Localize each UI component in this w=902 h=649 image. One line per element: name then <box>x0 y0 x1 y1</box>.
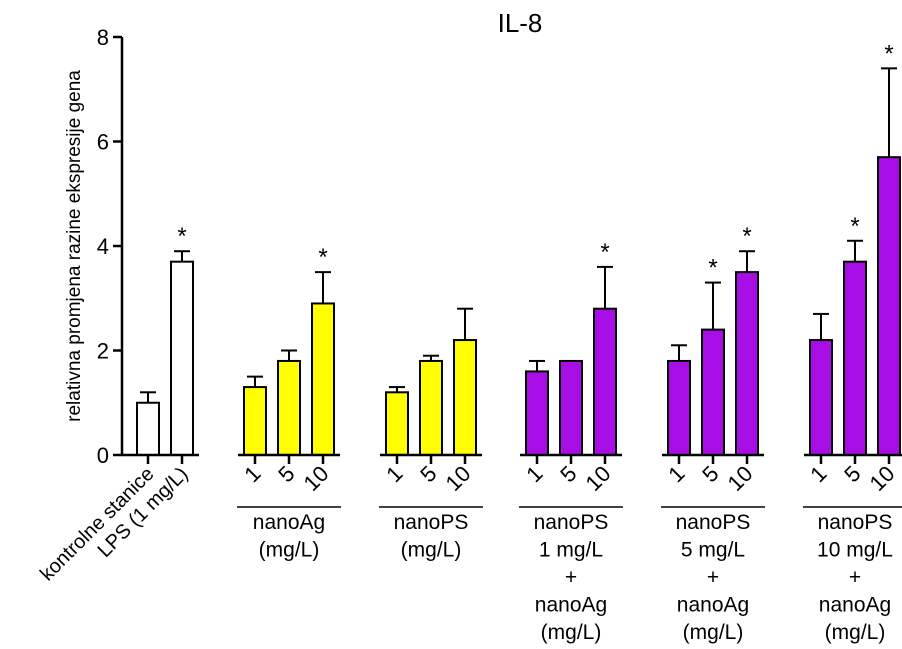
group-label-line: nanoAg <box>677 594 749 617</box>
y-tick-label: 2 <box>97 339 109 364</box>
group-label-line: (mg/L) <box>401 539 462 562</box>
bar <box>136 401 160 456</box>
bar <box>843 260 867 456</box>
bar <box>419 359 443 457</box>
group-label-line: nanoAg <box>819 594 891 617</box>
group-label-line: nanoPS <box>534 511 609 534</box>
x-tick-label: 5 <box>415 461 441 487</box>
x-tick-label: 5 <box>697 461 723 487</box>
x-tick-label: 1 <box>805 461 831 487</box>
group-label-line: (mg/L) <box>541 621 602 644</box>
bar <box>735 271 759 456</box>
x-tick-label: 1 <box>521 461 547 487</box>
y-tick-label: 4 <box>97 234 109 259</box>
bar <box>559 359 583 457</box>
y-tick-label: 8 <box>97 25 109 50</box>
group-label-line: nanoAg <box>535 594 607 617</box>
bar <box>877 156 901 457</box>
y-axis-label: relativna promjena razine ekspresije gen… <box>64 70 85 422</box>
x-tick-label: 1 <box>239 461 265 487</box>
bar <box>170 260 194 456</box>
group-label-line: nanoPS <box>676 511 751 534</box>
bar <box>809 339 833 456</box>
group-label-line: nanoPS <box>394 511 469 534</box>
bar <box>667 359 691 457</box>
group-label-line: 1 mg/L <box>539 539 603 562</box>
bar <box>701 328 725 457</box>
bar <box>525 370 549 456</box>
x-tick-label: 10 <box>441 461 476 496</box>
y-axis: 0 2 4 6 8 <box>97 25 124 468</box>
group-labels-layer: nanoAg (mg/L) nanoPS (mg/L) nanoPS 1 mg/L + nan… <box>237 506 902 644</box>
bar <box>593 307 617 457</box>
group-label-line: (mg/L) <box>259 539 320 562</box>
group-label-line: nanoPS <box>818 511 893 534</box>
y-tick-label: 6 <box>97 130 109 155</box>
significance-marker: * <box>708 255 717 282</box>
group-label-line: (mg/L) <box>683 621 744 644</box>
group-label-line: (mg/L) <box>825 621 886 644</box>
group-label-line: + <box>707 566 719 589</box>
x-tick-label: 10 <box>723 461 758 496</box>
bar <box>311 302 335 456</box>
bar <box>277 359 301 457</box>
significance-marker: * <box>177 223 186 250</box>
x-tick-label: 1 <box>663 461 689 487</box>
significance-marker: * <box>742 223 751 250</box>
x-tick-label: 10 <box>299 461 334 496</box>
significance-marker: * <box>850 213 859 240</box>
x-tick-label: 5 <box>839 461 865 487</box>
chart-title: IL-8 <box>498 8 543 38</box>
significance-marker: * <box>600 239 609 266</box>
x-tick-label: 10 <box>865 461 900 496</box>
x-tick-label: 1 <box>381 461 407 487</box>
group-label-line: + <box>849 566 861 589</box>
bar <box>453 339 477 456</box>
bar <box>243 386 267 457</box>
significance-marker: * <box>318 244 327 271</box>
bars-layer: * * * * * * * <box>136 40 901 457</box>
bar <box>385 391 409 456</box>
significance-marker: * <box>884 40 893 67</box>
x-tick-label: 10 <box>581 461 616 496</box>
x-tick-label: 5 <box>555 461 581 487</box>
group-label-line: 5 mg/L <box>681 539 745 562</box>
y-tick-label: 0 <box>97 443 109 468</box>
group-label-line: + <box>565 566 577 589</box>
group-label-line: nanoAg <box>253 511 325 534</box>
x-tick-label: 5 <box>273 461 299 487</box>
group-label-line: 10 mg/L <box>817 539 893 562</box>
